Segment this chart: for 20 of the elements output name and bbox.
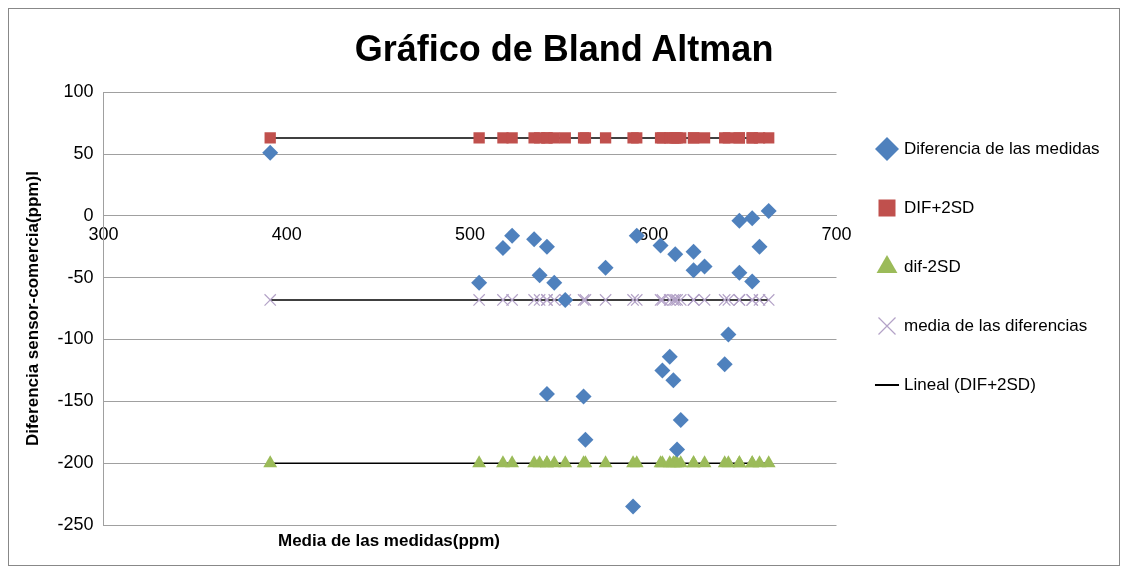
y-tick-label: -200	[57, 452, 94, 473]
legend-label: dif-2SD	[904, 256, 961, 276]
y-tick-label: -250	[57, 513, 94, 534]
y-tick-label: 0	[83, 204, 94, 225]
y-tick-label: -50	[67, 266, 94, 287]
legend-label: Lineal (DIF+2SD)	[904, 374, 1036, 394]
y-tick-label: 100	[63, 81, 94, 102]
legend-label: Diferencia de las medidas	[904, 138, 1100, 158]
y-tick-label: -100	[57, 328, 94, 349]
chart-title: Gráfico de Bland Altman	[354, 27, 774, 69]
y-axis-title: Diferencia sensor-comercia(ppm)l	[22, 171, 42, 447]
y-tick-label: 50	[73, 143, 94, 163]
x-axis-title: Media de las medidas(ppm)	[278, 531, 500, 550]
y-tick-label: -150	[57, 390, 94, 411]
legend-label: media de las diferencias	[904, 315, 1088, 335]
x-tick-label: 400	[271, 223, 302, 244]
x-tick-label: 700	[821, 223, 852, 244]
x-tick-label: 300	[88, 223, 119, 244]
legend-label: DIF+2SD	[904, 197, 975, 217]
x-tick-label: 500	[454, 223, 485, 244]
